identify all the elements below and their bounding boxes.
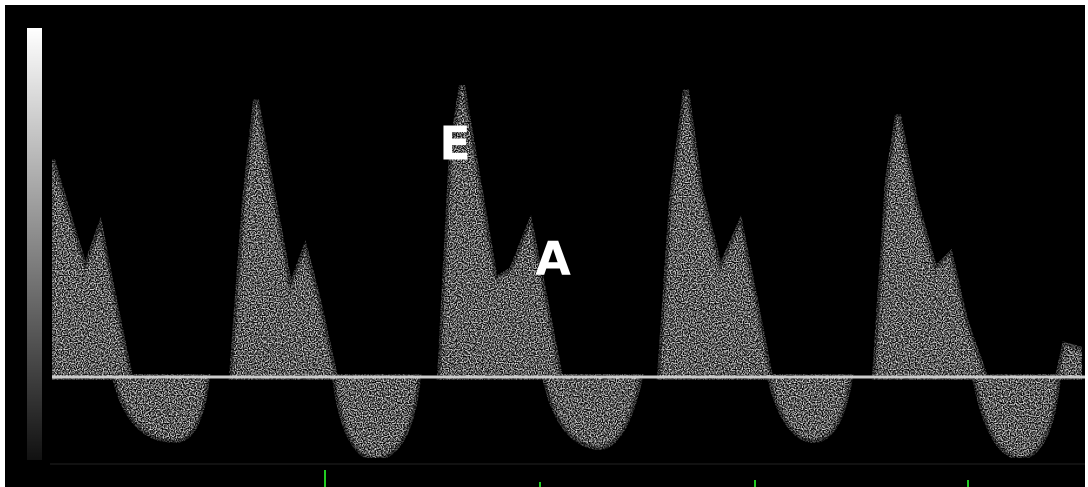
reverse-flow xyxy=(766,374,854,444)
reverse-flow xyxy=(331,374,422,462)
forward-flow xyxy=(871,114,990,380)
reverse-flow xyxy=(971,374,1062,461)
forward-flow xyxy=(436,84,564,380)
e-wave-label: E xyxy=(439,117,470,171)
gray-scale-bar xyxy=(27,28,42,460)
spectral-waveform xyxy=(49,84,1085,462)
forward-flow xyxy=(228,99,339,380)
reverse-flow xyxy=(111,374,211,444)
forward-flow xyxy=(656,89,774,380)
reverse-flow xyxy=(541,374,644,451)
forward-flow xyxy=(1054,341,1085,380)
a-wave-label: A xyxy=(535,232,571,286)
forward-flow xyxy=(49,159,134,380)
ecg-markers xyxy=(324,470,969,487)
